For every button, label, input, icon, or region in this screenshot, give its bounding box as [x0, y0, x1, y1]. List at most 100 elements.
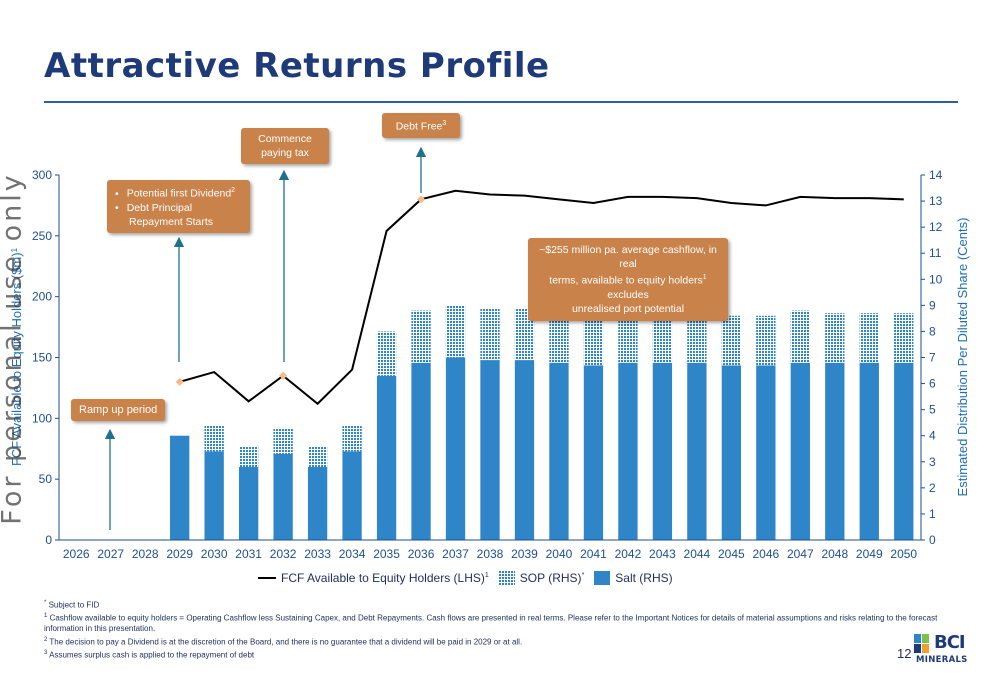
- x-tick-label: 2026: [63, 547, 90, 561]
- sop-bar: [445, 305, 466, 358]
- y-tick-label: 250: [32, 229, 52, 243]
- x-tick-label: 2040: [546, 547, 573, 561]
- footnote-2: 2 The decision to pay a Dividend is at t…: [44, 636, 523, 647]
- y2-tick-label: 12: [929, 220, 943, 234]
- sop-bar: [687, 310, 707, 363]
- salt-bar: [652, 362, 673, 540]
- sop-bar: [756, 315, 776, 366]
- y-tick-label: 50: [39, 472, 53, 486]
- sop-bar: [859, 313, 879, 363]
- sop-bar: [549, 310, 569, 363]
- y2-tick-label: 13: [929, 194, 943, 208]
- sop-bar: [825, 313, 845, 363]
- sop-bar: [273, 427, 293, 454]
- title-divider: [44, 101, 958, 103]
- salt-bar: [273, 453, 293, 540]
- salt-bar: [790, 362, 810, 540]
- watermark: For personal use only: [0, 172, 28, 525]
- legend-fcf-swatch: [258, 577, 276, 579]
- dividend-item: Potential first Dividend2: [115, 184, 242, 201]
- debt-free-callout: Debt Free3: [382, 113, 460, 138]
- legend-sop-swatch: [498, 571, 515, 585]
- x-tick-label: 2041: [580, 547, 607, 561]
- x-tick-label: 2049: [856, 547, 883, 561]
- fcf-marker: [279, 371, 288, 380]
- legend-salt-swatch: [594, 571, 611, 585]
- fcf-marker: [175, 377, 184, 386]
- sop-bar: [894, 313, 914, 363]
- x-tick-label: 2030: [201, 547, 228, 561]
- y2-axis-title: Estimated Distribution Per Diluted Share…: [955, 218, 970, 497]
- bci-minerals-logo: BCI MINERALS: [914, 632, 967, 672]
- x-tick-label: 2048: [821, 547, 848, 561]
- salt-bar: [687, 362, 707, 540]
- salt-bar: [376, 375, 397, 540]
- x-tick-label: 2050: [890, 547, 917, 561]
- x-tick-label: 2044: [684, 547, 711, 561]
- fcf-line: [179, 189, 904, 406]
- sop-bar: [376, 331, 397, 376]
- legend-fcf: FCF Available to Equity Holders (LHS)1: [258, 571, 489, 585]
- y2-tick-label: 10: [929, 272, 943, 286]
- x-tick-label: 2028: [132, 547, 159, 561]
- x-tick-label: 2029: [166, 547, 193, 561]
- salt-bar: [825, 362, 845, 540]
- dividend-callout: Potential first Dividend2 Debt Principal…: [107, 180, 250, 233]
- sop-bar: [342, 425, 362, 452]
- sop-bar: [618, 310, 638, 363]
- salt-bar: [307, 467, 328, 540]
- salt-bar: [859, 362, 879, 540]
- x-tick-label: 2039: [511, 547, 538, 561]
- page-number: 12: [897, 646, 912, 661]
- salt-bar: [204, 451, 224, 540]
- tax-callout: Commence paying tax: [241, 128, 329, 164]
- y2-tick-label: 3: [929, 455, 936, 469]
- y2-tick-label: 7: [929, 351, 936, 365]
- sop-bar: [238, 446, 259, 467]
- sop-bar: [411, 310, 431, 363]
- y2-tick-label: 2: [929, 481, 936, 495]
- salt-bar: [342, 451, 362, 540]
- cashflow-callout: ~$255 million pa. average cashflow, in r…: [528, 238, 728, 321]
- salt-bar: [445, 357, 466, 540]
- salt-bar: [756, 365, 776, 540]
- ramp-up-callout: Ramp up period: [71, 399, 166, 421]
- footnotes: * Subject to FID 1 Cashflow available to…: [44, 598, 944, 661]
- x-tick-label: 2046: [752, 547, 779, 561]
- chart-legend: FCF Available to Equity Holders (LHS)1 S…: [258, 571, 673, 585]
- salt-bar: [238, 467, 259, 540]
- x-tick-label: 2034: [339, 547, 366, 561]
- footnote-star: * Subject to FID: [44, 600, 100, 610]
- logo-mark-icon: [914, 634, 929, 653]
- x-tick-label: 2036: [408, 547, 435, 561]
- footnote-3: 3 Assumes surplus cash is applied to the…: [44, 649, 255, 660]
- y-tick-label: 300: [32, 168, 52, 182]
- sop-bar: [790, 310, 810, 363]
- sop-bar: [204, 425, 224, 452]
- sop-bar: [307, 446, 328, 467]
- y2-tick-label: 0: [929, 533, 936, 547]
- salt-bar: [894, 362, 914, 540]
- y2-tick-label: 8: [929, 324, 936, 338]
- legend-salt: Salt (RHS): [594, 571, 673, 585]
- sop-bar: [583, 315, 604, 366]
- salt-bar: [721, 365, 742, 540]
- sop-bar: [480, 307, 500, 361]
- y-tick-label: 200: [32, 290, 52, 304]
- y-tick-label: 150: [32, 351, 52, 365]
- x-tick-label: 2033: [304, 547, 331, 561]
- footnote-1: 1 Cashflow available to equity holders =…: [44, 613, 938, 634]
- x-tick-label: 2047: [787, 547, 814, 561]
- sop-bar: [514, 307, 535, 361]
- x-tick-label: 2043: [649, 547, 676, 561]
- salt-bar: [583, 365, 604, 540]
- debt-repayment-item: Debt Principal Repayment Starts: [115, 201, 242, 229]
- x-tick-label: 2027: [97, 547, 124, 561]
- y-axis-title: FCF Available to Equity Holders ($m)1: [9, 247, 24, 466]
- y2-tick-label: 14: [929, 168, 943, 182]
- legend-sop: SOP (RHS)*: [498, 571, 584, 585]
- y2-tick-label: 6: [929, 377, 936, 391]
- salt-bar: [514, 360, 535, 540]
- salt-bar: [411, 362, 431, 540]
- x-tick-label: 2042: [615, 547, 642, 561]
